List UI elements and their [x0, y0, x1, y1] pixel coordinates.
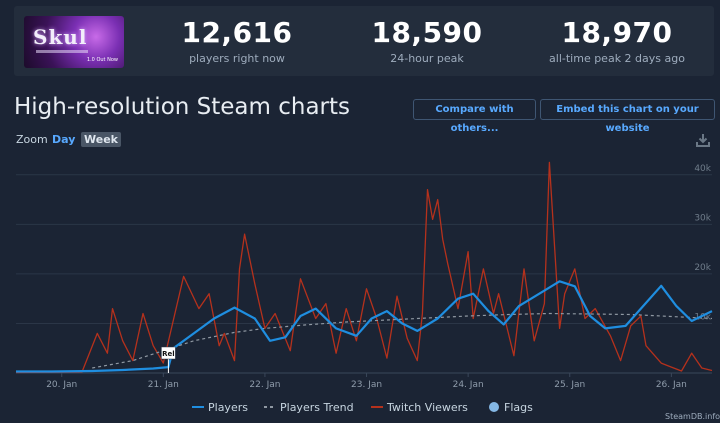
zoom-day-button[interactable]: Day — [52, 133, 76, 146]
zoom-label: Zoom — [16, 133, 48, 146]
flag-marker[interactable] — [161, 346, 176, 360]
series-twitch-viewers — [15, 161, 713, 374]
download-icon[interactable] — [695, 132, 711, 148]
legend-item-twitch-viewers[interactable]: Twitch Viewers — [386, 401, 468, 414]
zoom-week-button[interactable]: Week — [81, 132, 121, 147]
stat-current-players-label: players right now — [189, 52, 285, 65]
legend-swatch-flags[interactable] — [489, 402, 499, 412]
stat-current-players-value: 12,616 — [181, 16, 293, 49]
y-tick-label: 30k — [694, 213, 711, 223]
stat-24h-peak-label: 24-hour peak — [390, 52, 464, 65]
y-tick-label: 20k — [694, 263, 711, 273]
game-logo[interactable]: Skul 1.0 Out Now — [24, 16, 124, 68]
x-tick-label: 25. Jan — [554, 380, 585, 390]
game-logo-subtitle — [36, 50, 88, 53]
embed-chart-button[interactable]: Embed this chart on your website — [540, 99, 715, 134]
stat-all-time-peak: 18,970 all-time peak 2 days ago — [522, 16, 712, 65]
series-players-trend — [92, 312, 713, 369]
stat-current-players: 12,616 players right now — [142, 16, 332, 65]
page-title: High-resolution Steam charts — [14, 94, 351, 120]
stats-bar: Skul 1.0 Out Now 12,616 players right no… — [14, 6, 714, 76]
steam-chart: 10k 20k 30k 40k 20. Jan 21. Jan 22. Jan 23. Jan… — [15, 161, 713, 414]
flag-label: Rel — [162, 350, 175, 358]
legend-item-players[interactable]: Players — [208, 401, 248, 414]
game-logo-title: Skul — [33, 25, 88, 49]
stat-all-time-peak-label: all-time peak 2 days ago — [549, 52, 685, 65]
x-tick-label: 26. Jan — [656, 380, 687, 390]
steamdb-watermark: SteamDB.info — [665, 412, 720, 421]
x-tick-label: 22. Jan — [249, 380, 280, 390]
stat-all-time-peak-value: 18,970 — [561, 16, 673, 49]
stat-24h-peak: 18,590 24-hour peak — [332, 16, 522, 65]
x-tick-label: 20. Jan — [46, 380, 77, 390]
x-tick-label: 24. Jan — [453, 380, 484, 390]
legend-item-players-trend[interactable]: Players Trend — [280, 401, 354, 414]
x-tick-label: 21. Jan — [148, 380, 179, 390]
x-tick-label: 23. Jan — [351, 380, 382, 390]
game-logo-tag: 1.0 Out Now — [86, 57, 118, 63]
stat-24h-peak-value: 18,590 — [371, 16, 483, 49]
legend-item-flags[interactable]: Flags — [504, 401, 533, 414]
series-players — [16, 280, 713, 373]
y-tick-label: 10k — [694, 312, 711, 322]
y-tick-label: 40k — [694, 164, 711, 174]
compare-button[interactable]: Compare with others... — [413, 99, 536, 134]
